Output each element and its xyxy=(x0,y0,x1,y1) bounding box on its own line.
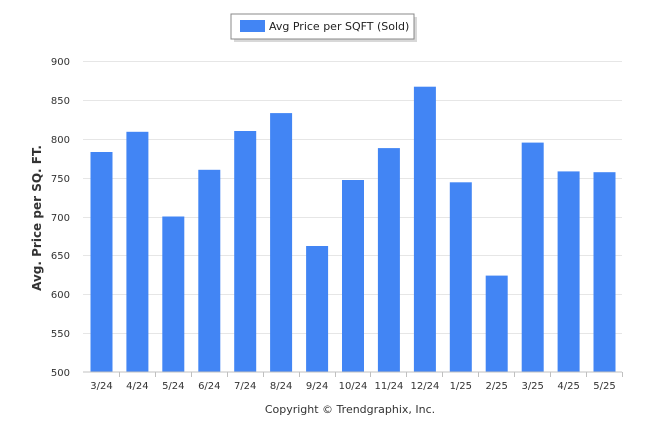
x-tick-label: 7/24 xyxy=(234,381,256,392)
y-tick-label: 500 xyxy=(51,368,70,379)
bar-10-24[interactable] xyxy=(342,180,364,372)
bar-3-25[interactable] xyxy=(521,142,544,372)
copyright-text: Copyright © Trendgraphix, Inc. xyxy=(265,403,435,416)
x-tick-label: 6/24 xyxy=(198,381,220,392)
x-tick-label: 4/24 xyxy=(126,381,148,392)
x-tick-label: 3/24 xyxy=(90,381,112,392)
y-tick-label: 650 xyxy=(51,251,70,262)
legend-swatch xyxy=(240,20,265,32)
bar-4-24[interactable] xyxy=(126,131,149,372)
y-axis-ticks: 500 550 600 650 700 750 800 850 900 xyxy=(51,57,70,379)
bar-4-25[interactable] xyxy=(557,171,580,372)
bar-2-25[interactable] xyxy=(485,275,508,372)
legend-label: Avg Price per SQFT (Sold) xyxy=(269,20,409,33)
bar-6-24[interactable] xyxy=(198,169,221,372)
y-axis-title: Avg. Price per SQ. FT. xyxy=(30,145,44,291)
x-tick-label: 10/24 xyxy=(339,381,368,392)
x-tick-label: 2/25 xyxy=(485,381,507,392)
x-tick-label: 4/25 xyxy=(557,381,579,392)
y-tick-label: 600 xyxy=(51,290,70,301)
x-tick-label: 5/24 xyxy=(162,381,184,392)
x-tick-label: 3/25 xyxy=(521,381,543,392)
x-tick-label: 5/25 xyxy=(593,381,615,392)
y-tick-label: 900 xyxy=(51,57,70,68)
legend: Avg Price per SQFT (Sold) xyxy=(230,13,417,42)
bar-5-24[interactable] xyxy=(162,216,185,373)
y-tick-label: 850 xyxy=(51,96,70,107)
x-tick-label: 1/25 xyxy=(450,381,472,392)
x-axis-ticks: 3/24 4/24 5/24 6/24 7/24 8/24 9/24 10/24 11/24 12… xyxy=(90,372,623,392)
x-tick-label: 8/24 xyxy=(270,381,292,392)
y-tick-label: 750 xyxy=(51,174,70,185)
y-tick-label: 800 xyxy=(51,135,70,146)
y-tick-label: 550 xyxy=(51,329,70,340)
x-tick-label: 9/24 xyxy=(306,381,328,392)
bars xyxy=(90,86,616,373)
bar-7-24[interactable] xyxy=(234,131,257,372)
bar-12-24[interactable] xyxy=(413,86,436,372)
bar-9-24[interactable] xyxy=(306,246,329,372)
bar-8-24[interactable] xyxy=(270,113,293,372)
bar-11-24[interactable] xyxy=(377,148,400,372)
y-tick-label: 700 xyxy=(51,213,70,224)
bar-3-24[interactable] xyxy=(90,152,113,372)
bar-1-25[interactable] xyxy=(449,182,472,372)
x-tick-label: 12/24 xyxy=(410,381,439,392)
x-tick-label: 11/24 xyxy=(374,381,403,392)
bar-5-25[interactable] xyxy=(593,172,616,372)
